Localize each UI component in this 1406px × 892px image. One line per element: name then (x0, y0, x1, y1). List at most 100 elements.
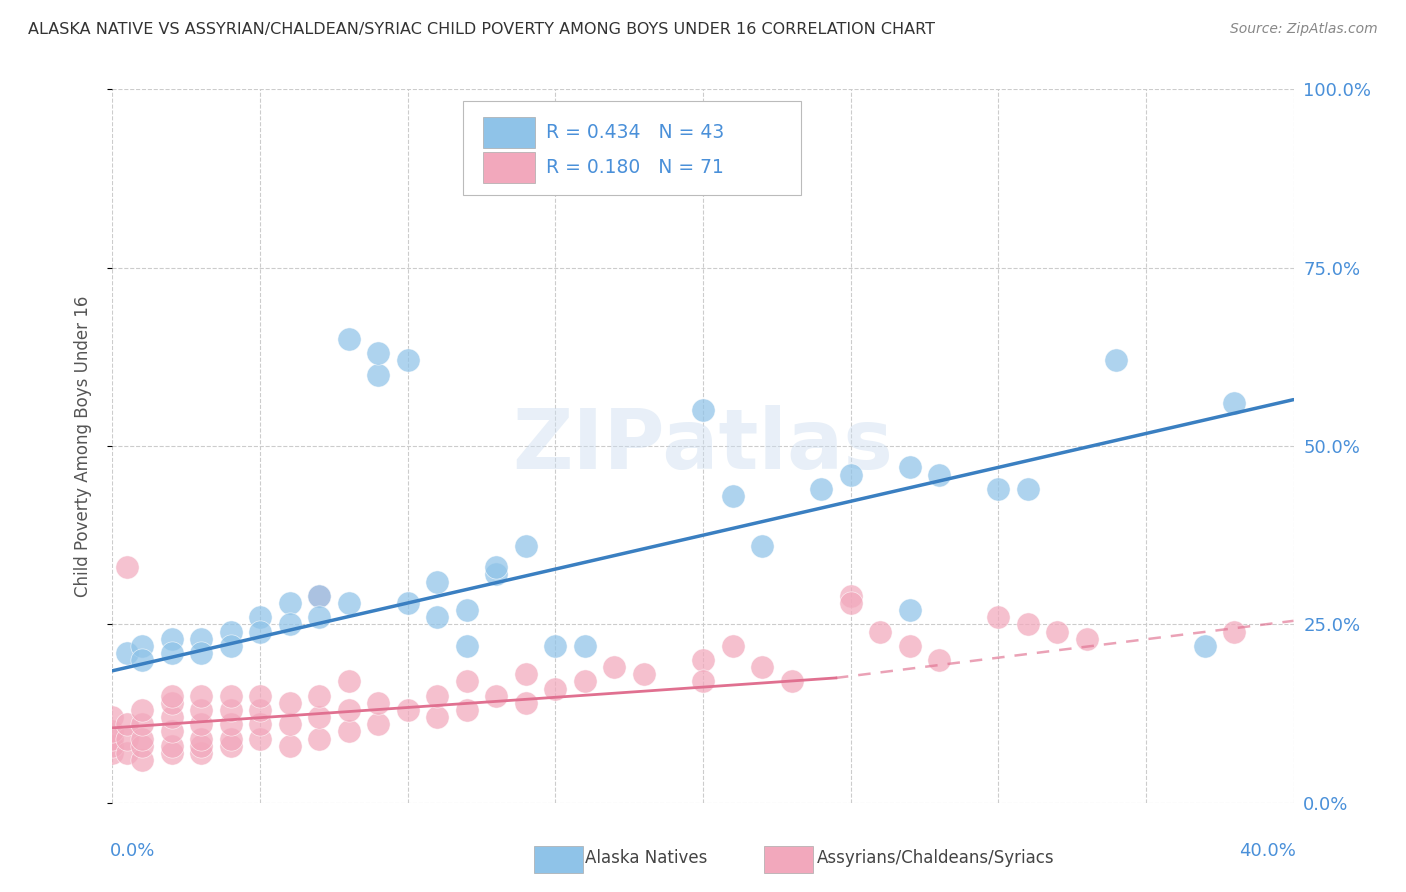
Point (219, 689, 242, 703)
Point (780, 674, 803, 689)
Point (1017, 617, 1039, 632)
Point (928, 653, 950, 667)
Point (278, 596, 301, 610)
Point (190, 703, 212, 717)
Point (396, 596, 419, 610)
Point (160, 724, 183, 739)
Point (485, 689, 508, 703)
Point (337, 703, 360, 717)
Point (117, 560, 138, 574)
Point (898, 460, 921, 475)
Point (721, 489, 744, 503)
Point (1194, 639, 1216, 653)
Point (544, 639, 567, 653)
Point (456, 639, 478, 653)
Point (396, 703, 419, 717)
Point (219, 739, 242, 753)
Point (131, 717, 153, 731)
FancyBboxPatch shape (534, 846, 582, 872)
Point (131, 703, 153, 717)
Point (308, 610, 330, 624)
Point (810, 482, 832, 496)
Point (898, 639, 921, 653)
Point (249, 731, 271, 746)
Point (426, 710, 449, 724)
Point (249, 717, 271, 731)
Point (574, 674, 596, 689)
Point (160, 739, 183, 753)
Point (603, 660, 626, 674)
Point (190, 689, 212, 703)
Point (1105, 353, 1128, 368)
Point (367, 696, 389, 710)
Point (190, 746, 212, 760)
Point (308, 589, 330, 603)
Point (1223, 624, 1246, 639)
Text: Assyrians/Chaldeans/Syriacs: Assyrians/Chaldeans/Syriacs (817, 849, 1054, 867)
Point (426, 574, 449, 589)
Point (308, 731, 330, 746)
Point (190, 632, 212, 646)
Point (249, 610, 271, 624)
Point (101, 724, 124, 739)
Point (337, 724, 360, 739)
Text: ALASKA NATIVE VS ASSYRIAN/CHALDEAN/SYRIAC CHILD POVERTY AMONG BOYS UNDER 16 CORR: ALASKA NATIVE VS ASSYRIAN/CHALDEAN/SYRIA… (28, 22, 935, 37)
Point (101, 746, 124, 760)
Point (692, 674, 714, 689)
Text: R = 0.180   N = 71: R = 0.180 N = 71 (546, 158, 724, 178)
Point (278, 617, 301, 632)
Point (515, 696, 537, 710)
Point (898, 603, 921, 617)
Point (117, 717, 138, 731)
Point (367, 717, 389, 731)
Point (337, 596, 360, 610)
Point (869, 624, 891, 639)
Point (337, 674, 360, 689)
Point (131, 753, 153, 767)
Text: Source: ZipAtlas.com: Source: ZipAtlas.com (1230, 22, 1378, 37)
Point (117, 646, 138, 660)
Point (101, 739, 124, 753)
Point (456, 603, 478, 617)
Point (131, 731, 153, 746)
Point (485, 560, 508, 574)
Text: ZIPatlas: ZIPatlas (513, 406, 893, 486)
Point (160, 746, 183, 760)
Point (160, 689, 183, 703)
Point (249, 624, 271, 639)
Point (131, 739, 153, 753)
Point (131, 653, 153, 667)
Text: Alaska Natives: Alaska Natives (585, 849, 707, 867)
Point (751, 539, 773, 553)
Point (1223, 396, 1246, 410)
Point (101, 710, 124, 724)
Point (337, 332, 360, 346)
Point (426, 689, 449, 703)
Text: 40.0%: 40.0% (1239, 842, 1296, 860)
Point (367, 368, 389, 382)
Point (249, 703, 271, 717)
Point (456, 674, 478, 689)
Point (987, 610, 1010, 624)
Text: R = 0.434   N = 43: R = 0.434 N = 43 (546, 123, 724, 142)
Point (396, 353, 419, 368)
Point (308, 710, 330, 724)
Point (160, 646, 183, 660)
Point (1046, 624, 1069, 639)
Point (485, 567, 508, 582)
Point (574, 639, 596, 653)
Point (987, 482, 1010, 496)
Point (219, 731, 242, 746)
Point (308, 689, 330, 703)
Point (515, 539, 537, 553)
Point (278, 739, 301, 753)
Point (219, 624, 242, 639)
Point (633, 667, 655, 681)
Point (278, 717, 301, 731)
Point (1076, 632, 1098, 646)
Point (117, 746, 138, 760)
Point (426, 610, 449, 624)
FancyBboxPatch shape (484, 117, 536, 148)
Point (839, 596, 862, 610)
Point (219, 639, 242, 653)
